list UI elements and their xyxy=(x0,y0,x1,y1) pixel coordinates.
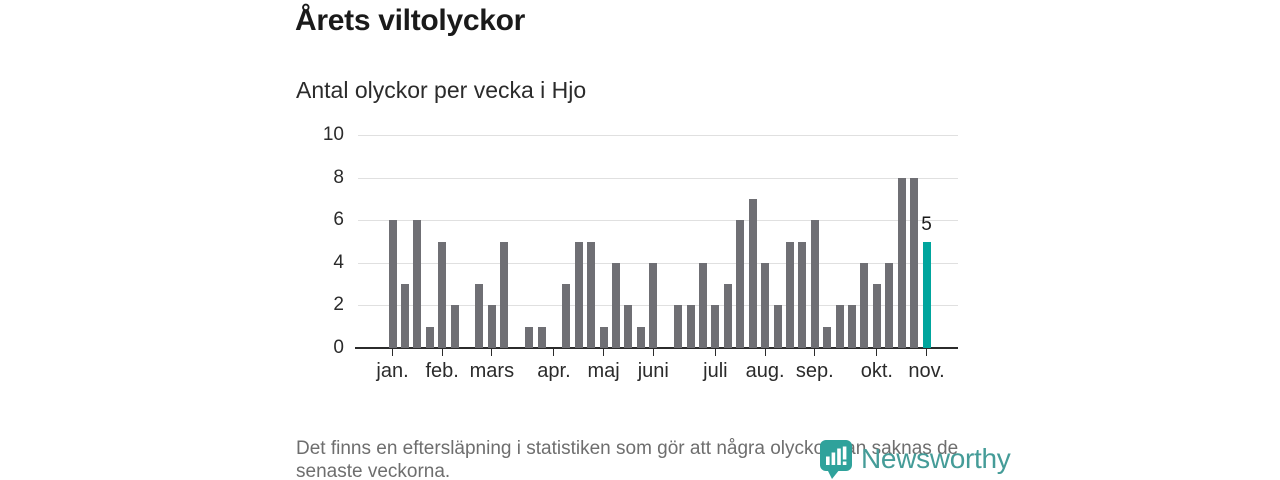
bar-week-41 xyxy=(885,262,894,348)
bar-week-24 xyxy=(674,305,683,348)
footnote-line-2: senaste veckorna. xyxy=(296,460,451,480)
bar-week-21 xyxy=(636,326,645,348)
y-tick-label-4: 4 xyxy=(333,251,344,273)
bar-week-20 xyxy=(624,305,633,348)
bar-week-3 xyxy=(413,220,422,348)
x-tick-jan xyxy=(392,349,393,356)
bar-week-12 xyxy=(525,326,534,348)
bar-week-18 xyxy=(599,326,608,348)
x-tick-label-juni: juni xyxy=(637,360,669,382)
bar-week-36 xyxy=(823,326,832,348)
bar-week-35 xyxy=(810,220,819,348)
highlight-value-label: 5 xyxy=(921,213,932,235)
y-tick-label-8: 8 xyxy=(333,166,344,188)
x-tick-juli xyxy=(714,349,716,356)
bar-week-5 xyxy=(438,241,447,348)
bar-week-29 xyxy=(736,220,745,348)
bar-week-1 xyxy=(388,220,397,348)
x-tick-apr xyxy=(553,349,555,356)
x-tick-nov xyxy=(926,349,928,356)
bar-week-28 xyxy=(723,284,732,348)
bar-week-43 xyxy=(910,177,919,348)
footnote: Det finns en eftersläpning i statistiken… xyxy=(296,438,958,480)
gridline-y-2 xyxy=(358,305,958,307)
x-tick-label-apr: apr. xyxy=(537,360,571,382)
x-tick-feb xyxy=(441,349,443,356)
x-tick-label-aug: aug. xyxy=(745,360,785,382)
bar-week-30 xyxy=(748,198,757,348)
newsworthy-logo-icon xyxy=(819,439,854,479)
bar-week-4 xyxy=(425,326,434,348)
x-tick-label-okt: okt. xyxy=(860,360,893,382)
x-tick-label-maj: maj xyxy=(587,360,620,382)
bar-week-39 xyxy=(860,262,869,348)
bar-week-8 xyxy=(475,284,484,348)
x-tick-juni xyxy=(652,349,654,356)
bar-week-25 xyxy=(686,305,695,348)
x-tick-maj xyxy=(603,349,605,356)
bar-week-33 xyxy=(785,241,794,348)
bar-week-40 xyxy=(872,284,881,348)
bar-week-2 xyxy=(400,284,409,348)
newsworthy-logo-text: Newsworthy xyxy=(861,443,1011,474)
x-axis-baseline xyxy=(355,347,958,349)
bar-week-27 xyxy=(711,305,720,348)
y-tick-label-10: 10 xyxy=(322,124,344,145)
x-tick-okt xyxy=(876,349,878,356)
bar-week-9 xyxy=(487,305,496,348)
x-tick-label-jan: jan. xyxy=(376,360,409,382)
bar-week-10 xyxy=(500,241,509,348)
y-tick-label-6: 6 xyxy=(333,209,344,231)
bar-week-42 xyxy=(897,177,906,348)
bar-week-26 xyxy=(699,262,707,348)
bar-week-37 xyxy=(835,305,844,348)
chart-title: Årets viltolyckor xyxy=(295,4,525,37)
x-tick-label-mars: mars xyxy=(469,360,515,382)
chart-subtitle: Antal olyckor per vecka i Hjo xyxy=(296,77,587,103)
bar-week-6 xyxy=(450,305,459,348)
bar-week-13 xyxy=(537,326,546,348)
y-tick-label-2: 2 xyxy=(333,294,344,316)
x-tick-sep xyxy=(814,349,816,356)
bar-week-31 xyxy=(761,262,770,348)
bar-week-19 xyxy=(612,262,621,348)
footnote-line-1: Det finns en eftersläpning i statistiken… xyxy=(296,438,959,459)
x-tick-mars xyxy=(491,349,493,356)
gridline-y-4 xyxy=(358,262,958,264)
bar-week-22 xyxy=(649,262,658,348)
bar-week-32 xyxy=(773,305,782,348)
bar-week-38 xyxy=(848,305,857,348)
x-tick-label-sep: sep. xyxy=(795,360,834,382)
x-tick-label-feb: feb. xyxy=(425,360,459,382)
y-tick-label-0: 0 xyxy=(333,337,344,358)
x-tick-label-juli: juli xyxy=(703,360,728,382)
bar-week-44-highlighted xyxy=(922,241,931,348)
x-tick-label-nov: nov. xyxy=(908,360,945,382)
bar-week-16 xyxy=(574,241,583,348)
gridline-y-6 xyxy=(358,220,958,222)
x-tick-aug xyxy=(764,349,766,356)
gridline-y-10 xyxy=(358,135,958,136)
bar-week-34 xyxy=(798,241,807,348)
gridline-y-8 xyxy=(358,177,958,179)
bar-week-15 xyxy=(562,284,571,348)
bar-week-17 xyxy=(587,241,596,348)
newsworthy-logo[interactable]: Newsworthy xyxy=(819,439,1011,479)
